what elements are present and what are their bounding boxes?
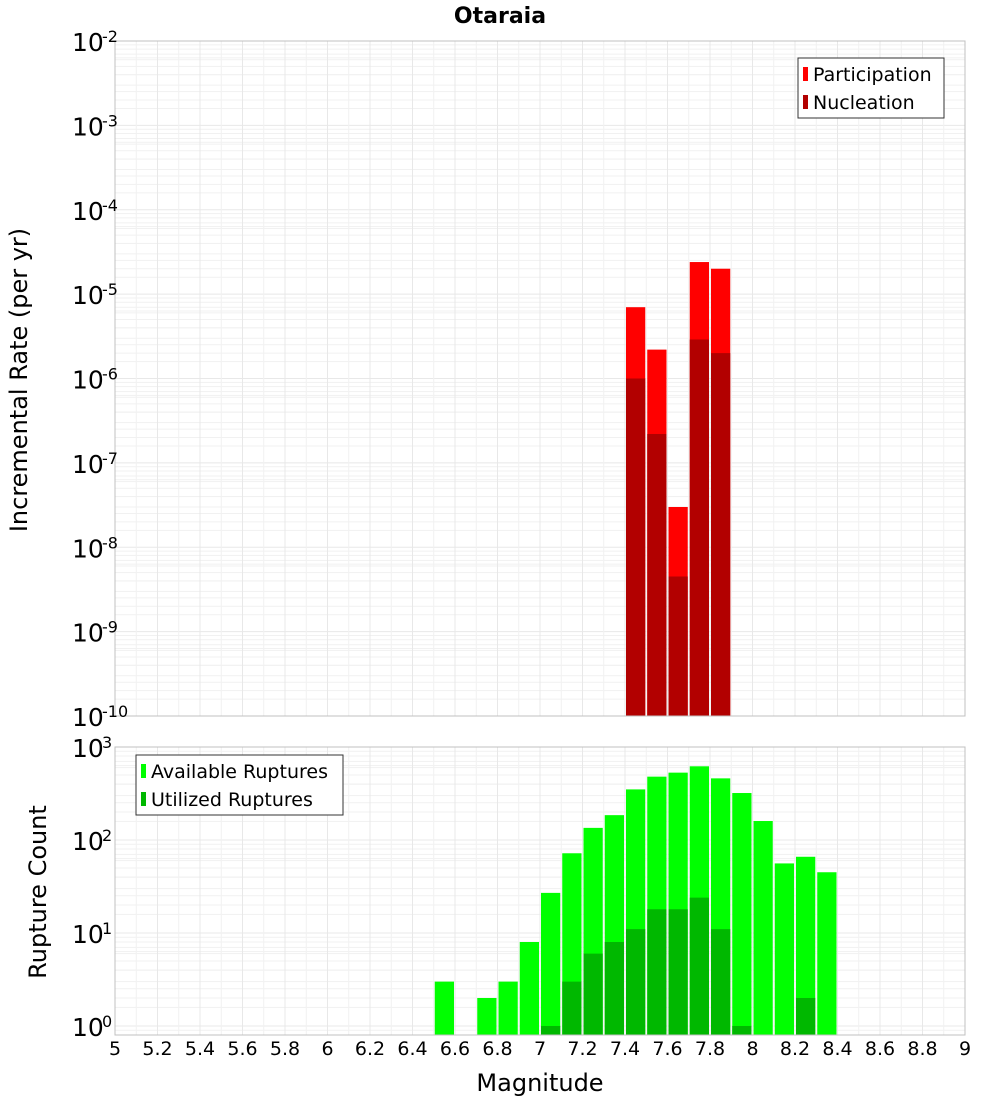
- bar-utilized-ruptures: [796, 997, 816, 1035]
- y-tick-exponent: -9: [102, 618, 118, 637]
- legend: Participation Nucleation: [797, 57, 945, 119]
- x-tick-label: 8.6: [865, 1038, 895, 1060]
- y-tick-label: 10: [72, 920, 104, 949]
- x-tick-label: 8: [746, 1038, 758, 1060]
- y-tick-label: 10: [72, 703, 104, 732]
- plot-frame: [114, 40, 966, 717]
- y-tick-label: 10: [72, 534, 104, 563]
- y-tick-exponent: -7: [102, 449, 118, 468]
- y-tick-exponent: 0: [102, 1012, 112, 1031]
- legend: Available Ruptures Utilized Ruptures: [135, 754, 344, 816]
- grid-lines: [114, 40, 966, 717]
- bar-utilized-ruptures: [647, 909, 667, 1035]
- bar-available-ruptures: [498, 981, 518, 1035]
- x-tick-label: 5.8: [270, 1038, 300, 1060]
- x-tick-label: 5.2: [142, 1038, 172, 1060]
- x-tick-label: 6.4: [397, 1038, 427, 1060]
- y-tick-label: 10: [72, 112, 104, 141]
- x-tick-label: 7.6: [652, 1038, 682, 1060]
- bar-available-ruptures: [541, 892, 561, 1035]
- y-tick-exponent: 1: [102, 919, 112, 938]
- bar-nucleation: [647, 433, 667, 716]
- x-tick-label: 6.2: [355, 1038, 385, 1060]
- chart-title: Otaraia: [454, 4, 546, 29]
- bar-available-ruptures: [817, 872, 837, 1035]
- y-tick-exponent: -3: [102, 111, 118, 130]
- bar-utilized-ruptures: [732, 1025, 752, 1035]
- bar-available-ruptures: [753, 821, 773, 1035]
- x-tick-label: 8.2: [780, 1038, 810, 1060]
- legend-box: [135, 754, 344, 816]
- x-tick-label: 7.4: [610, 1038, 640, 1060]
- bar-utilized-ruptures: [583, 953, 603, 1035]
- legend-swatch: [803, 67, 808, 81]
- y-tick-label: 10: [72, 619, 104, 648]
- x-tick-label: 8.4: [822, 1038, 852, 1060]
- y-tick-label: 10: [72, 197, 104, 226]
- bar-utilized-ruptures: [541, 1025, 561, 1035]
- x-tick-label: 6.6: [440, 1038, 470, 1060]
- y-tick-label: 10: [72, 28, 104, 57]
- x-tick-label: 7: [534, 1038, 546, 1060]
- x-tick-label: 5.6: [227, 1038, 257, 1060]
- bar-nucleation: [626, 378, 646, 716]
- x-tick-label: 5: [109, 1038, 121, 1060]
- y-tick-label: 10: [72, 281, 104, 310]
- bar-available-ruptures: [796, 856, 816, 1035]
- y-tick-exponent: -2: [102, 27, 118, 46]
- y-tick-exponent: -6: [102, 365, 118, 384]
- x-tick-label: 5.4: [185, 1038, 215, 1060]
- bar-utilized-ruptures: [689, 897, 709, 1035]
- x-tick-label: 6: [321, 1038, 333, 1060]
- y-tick-label: 10: [72, 366, 104, 395]
- y-tick-exponent: 2: [102, 826, 112, 845]
- y-tick-exponent: -8: [102, 533, 118, 552]
- y-tick-exponent: -4: [102, 196, 118, 215]
- legend-swatch: [803, 95, 808, 109]
- x-tick-label: 6.8: [482, 1038, 512, 1060]
- bar-nucleation: [689, 339, 709, 716]
- legend-label: Nucleation: [813, 92, 915, 114]
- plot-frame: [114, 746, 966, 1036]
- bar-utilized-ruptures: [711, 929, 731, 1035]
- rate-y-axis-label: Incremental Rate (per yr): [5, 228, 33, 532]
- x-tick-label: 8.8: [907, 1038, 937, 1060]
- y-tick-label: 10: [72, 827, 104, 856]
- bar-nucleation: [711, 353, 731, 716]
- bar-available-ruptures: [519, 942, 539, 1035]
- legend-label: Available Ruptures: [151, 761, 328, 783]
- x-tick-label: 9: [959, 1038, 971, 1060]
- legend-box: [797, 57, 945, 119]
- y-tick-label: 10: [72, 734, 104, 763]
- count-y-axis-label: Rupture Count: [24, 805, 52, 979]
- bar-available-ruptures: [774, 863, 794, 1035]
- y-tick-exponent: -5: [102, 280, 118, 299]
- bar-utilized-ruptures: [562, 981, 582, 1035]
- bar-utilized-ruptures: [626, 929, 646, 1035]
- bar-utilized-ruptures: [604, 942, 624, 1035]
- bar-available-ruptures: [477, 997, 497, 1035]
- x-tick-label: 7.8: [695, 1038, 725, 1060]
- legend-label: Utilized Ruptures: [151, 789, 313, 811]
- y-tick-exponent: 3: [102, 733, 112, 752]
- x-axis-label: Magnitude: [476, 1069, 603, 1097]
- y-tick-label: 10: [72, 450, 104, 479]
- bar-available-ruptures: [732, 793, 752, 1035]
- legend-swatch: [141, 764, 146, 778]
- legend-swatch: [141, 792, 146, 806]
- series-utilized-ruptures: [541, 897, 816, 1035]
- bar-available-ruptures: [434, 981, 454, 1035]
- bar-utilized-ruptures: [668, 909, 688, 1035]
- x-tick-label: 7.2: [567, 1038, 597, 1060]
- series-nucleation: [626, 339, 731, 716]
- bar-nucleation: [668, 576, 688, 716]
- legend-label: Participation: [813, 64, 932, 86]
- y-tick-label: 10: [72, 1013, 104, 1042]
- rate-plot: 10-210-310-410-510-610-710-810-910-10Par…: [72, 27, 966, 732]
- y-tick-exponent: -10: [102, 702, 128, 721]
